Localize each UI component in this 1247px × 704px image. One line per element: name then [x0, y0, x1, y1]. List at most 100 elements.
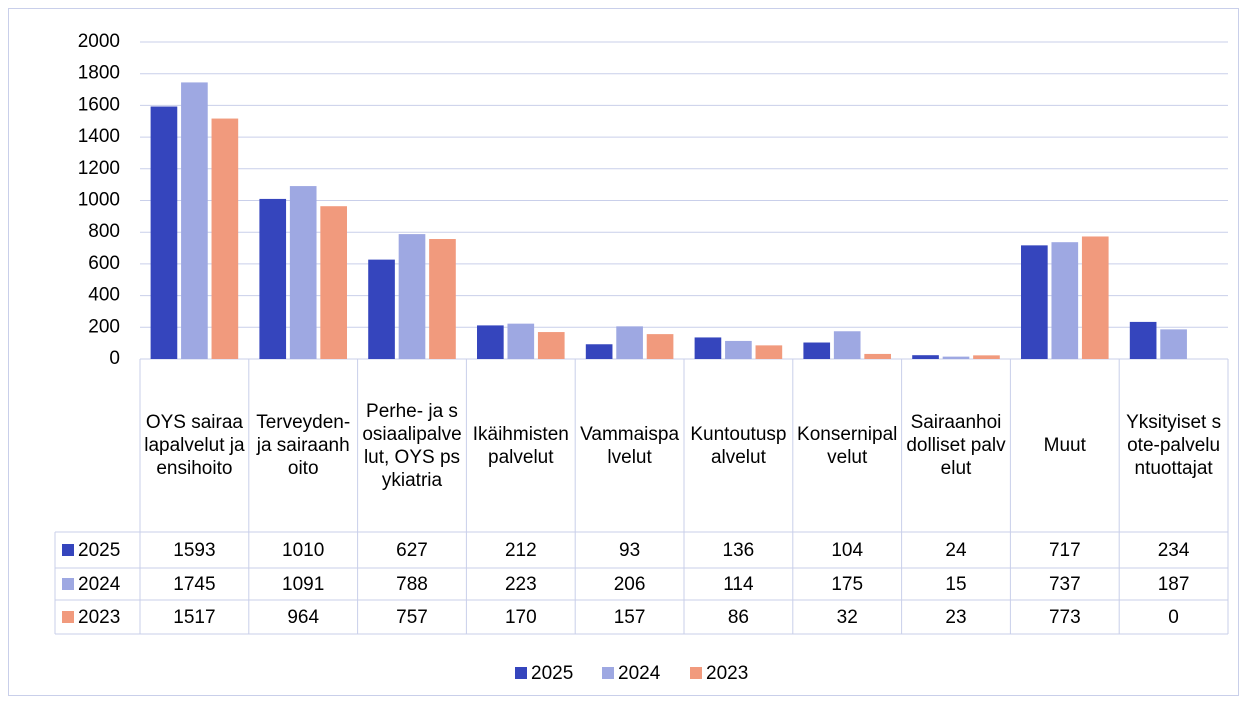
bar — [1160, 329, 1187, 359]
table-series-label: 2023 — [78, 607, 120, 628]
y-tick-label: 1200 — [78, 158, 120, 179]
x-tick-label: Muut — [1043, 435, 1086, 456]
table-value: 93 — [619, 540, 640, 561]
bar — [368, 259, 395, 359]
x-tick-label: Vammaispalvelut — [580, 423, 680, 468]
category-cell: Ikäihmisten palvelut — [472, 423, 569, 468]
table-value: 627 — [396, 540, 428, 561]
table-value: 206 — [614, 574, 646, 595]
category-cell: Muut — [1043, 435, 1086, 456]
x-tick-label: Ikäihmisten palvelut — [472, 423, 569, 468]
bar — [864, 353, 891, 359]
x-tick-label: OYS sairaalapalvelut ja ensihoito — [144, 412, 245, 479]
bar — [942, 356, 970, 359]
bar — [646, 334, 674, 359]
y-tick-label: 1800 — [78, 63, 120, 84]
table-legend-key — [62, 611, 74, 623]
bar — [912, 355, 939, 359]
y-tick-label: 800 — [88, 221, 120, 242]
table-legend-key — [62, 544, 74, 556]
y-tick-label: 1000 — [78, 190, 120, 211]
bar — [259, 198, 287, 359]
table-value: 1745 — [173, 574, 215, 595]
table-value: 737 — [1049, 574, 1081, 595]
category-cell: Vammaispalvelut — [580, 423, 680, 468]
table-value: 212 — [505, 540, 537, 561]
table-value: 175 — [831, 574, 863, 595]
bar — [694, 337, 722, 359]
table-value: 964 — [287, 607, 319, 628]
x-tick-label: Yksityiset sote-palveluntuottajat — [1126, 412, 1222, 479]
legend-label: 2023 — [706, 663, 748, 684]
table-value: 86 — [728, 607, 749, 628]
table-series-label: 2025 — [78, 540, 120, 561]
legend-key — [690, 667, 702, 679]
table-value: 157 — [614, 607, 646, 628]
bar — [1021, 245, 1048, 359]
bar — [1129, 321, 1157, 359]
table-legend-key — [62, 578, 74, 590]
table-value: 0 — [1168, 607, 1179, 628]
x-tick-label: Perhe- ja sosiaalipalvelut, OYS psykiatr… — [362, 400, 462, 491]
category-cell: Konsernipalvelut — [797, 423, 898, 468]
category-cell: Perhe- ja sosiaalipalvelut, OYS psykiatr… — [362, 400, 462, 491]
bar — [477, 325, 504, 359]
bar — [616, 326, 643, 359]
bar — [973, 355, 1000, 359]
bar — [833, 331, 861, 359]
bar — [585, 344, 613, 359]
table-series-label: 2024 — [78, 574, 121, 595]
table-value: 24 — [945, 540, 967, 561]
table-value: 1517 — [173, 607, 215, 628]
y-tick-label: 1400 — [78, 126, 120, 147]
bar — [181, 82, 208, 359]
bar — [803, 342, 831, 359]
table-value: 136 — [723, 540, 755, 561]
y-tick-label: 600 — [88, 253, 120, 274]
bar — [429, 239, 456, 359]
table-value: 23 — [945, 607, 966, 628]
legend-key — [515, 667, 527, 679]
category-cell: Sairaanhoidolliset palvelut — [906, 412, 1006, 479]
table-value: 114 — [723, 574, 754, 595]
bar — [1081, 236, 1109, 359]
table-value: 1010 — [282, 540, 324, 561]
table-value: 15 — [945, 574, 966, 595]
y-tick-label: 0 — [109, 348, 120, 369]
category-cell: Yksityiset sote-palveluntuottajat — [1126, 412, 1222, 479]
table-value: 32 — [837, 607, 858, 628]
table-value: 1593 — [173, 540, 215, 561]
table-value: 773 — [1049, 607, 1081, 628]
table-value: 104 — [831, 540, 863, 561]
bar — [289, 186, 317, 359]
category-cell: Terveyden- ja sairaanhoito — [256, 412, 351, 479]
y-tick-label: 400 — [88, 285, 120, 306]
table-value: 1091 — [282, 574, 324, 595]
x-tick-label: Sairaanhoidolliset palvelut — [906, 412, 1006, 479]
y-tick-label: 1600 — [78, 94, 120, 115]
table-value: 788 — [396, 574, 428, 595]
x-tick-label: Terveyden- ja sairaanhoito — [256, 412, 351, 479]
x-tick-label: Kuntoutuspalvelut — [690, 423, 787, 468]
table-value: 187 — [1158, 574, 1190, 595]
bar — [398, 234, 426, 359]
bar — [537, 332, 565, 359]
bar — [725, 340, 752, 359]
category-cell: OYS sairaalapalvelut ja ensihoito — [144, 412, 245, 479]
table-value: 223 — [505, 574, 537, 595]
table-value: 757 — [396, 607, 428, 628]
y-tick-label: 2000 — [78, 31, 120, 52]
legend-label: 2024 — [618, 663, 661, 684]
legend-key — [602, 667, 614, 679]
y-tick-label: 200 — [88, 316, 120, 337]
x-tick-label: Konsernipalvelut — [797, 423, 898, 468]
bar — [755, 345, 783, 359]
bar — [150, 106, 178, 360]
bar — [320, 206, 347, 359]
bar — [211, 118, 239, 359]
bar — [507, 323, 535, 359]
bar — [1051, 242, 1079, 359]
legend-label: 2025 — [531, 663, 573, 684]
table-value: 234 — [1158, 540, 1190, 561]
